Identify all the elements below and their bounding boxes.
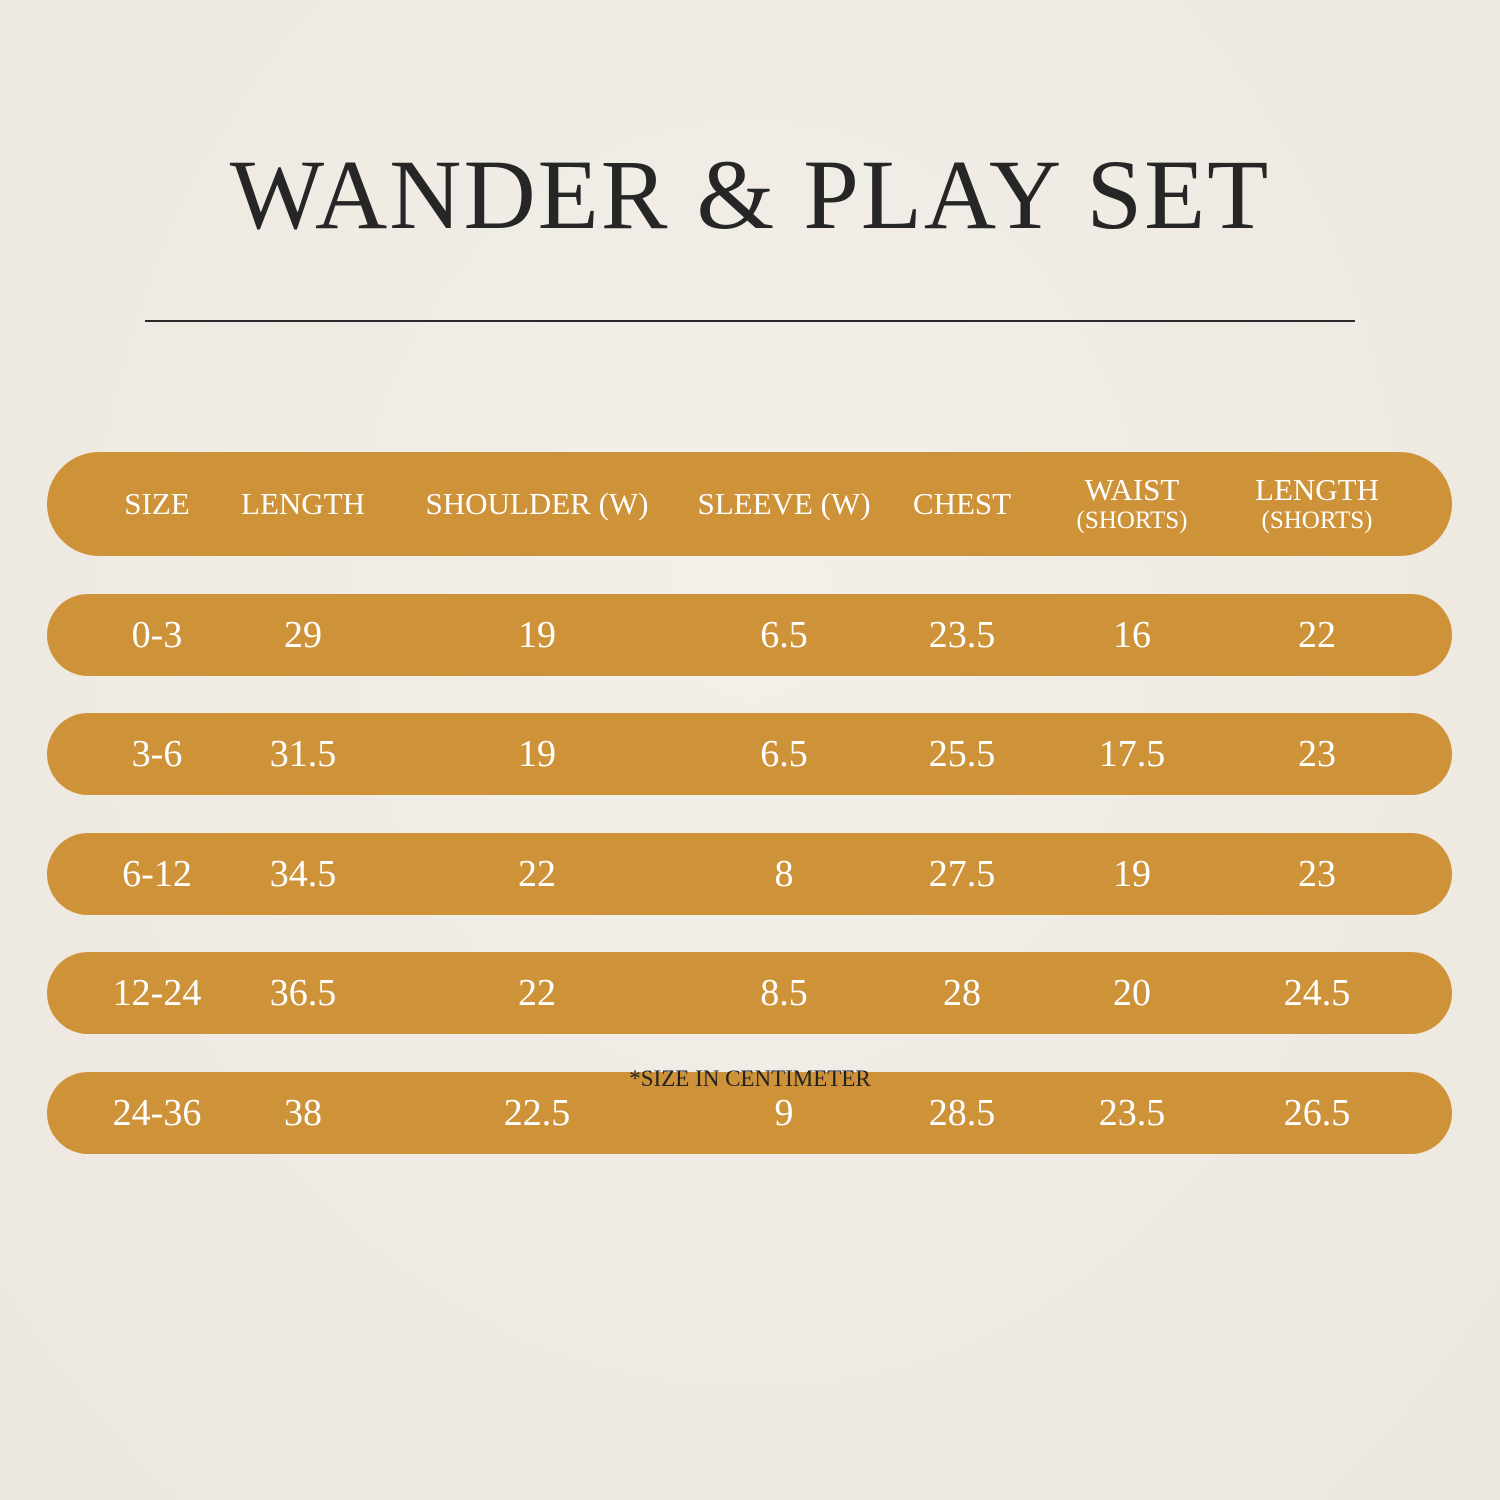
table-cell: 22 (518, 853, 556, 895)
table-cell: 6-12 (122, 853, 192, 895)
table-row: 6-12 34.5 22 8 27.5 19 23 (47, 833, 1452, 915)
table-cell: 31.5 (269, 733, 337, 775)
table-row: 24-36 38 22.5 9 28.5 23.5 26.5 (47, 1072, 1452, 1154)
table-cell: 0-3 (131, 614, 183, 656)
table-cell: 26.5 (1283, 1092, 1351, 1134)
table-cell: 6.5 (760, 733, 808, 775)
table-cell: 22.5 (503, 1092, 571, 1134)
table-cell: 9 (774, 1092, 794, 1134)
column-header: SLEEVE (W) (697, 452, 870, 556)
table-cell: 20 (1113, 972, 1151, 1014)
table-cell: 28 (943, 972, 981, 1014)
table-cell: 8.5 (760, 972, 808, 1014)
table-cell: 23.5 (928, 614, 996, 656)
table-cell: 6.5 (760, 614, 808, 656)
table-cell: 24.5 (1283, 972, 1351, 1014)
table-cell: 38 (284, 1092, 322, 1134)
column-header-label: LENGTH (241, 486, 365, 521)
table-header: SIZE LENGTH SHOULDER (W) SLEEVE (W) CHEST WAI… (47, 452, 1452, 556)
table-cell: 22 (1298, 614, 1336, 656)
footnote: *SIZE IN CENTIMETER (629, 1066, 871, 1091)
table-cell: 23.5 (1098, 1092, 1166, 1134)
table-cell: 34.5 (269, 853, 337, 895)
column-header-label: WAIST (1084, 472, 1180, 507)
table-cell: 23 (1298, 733, 1336, 775)
table-cell: 12-24 (112, 972, 202, 1014)
column-header-label: SHOULDER (W) (425, 486, 649, 521)
table-cell: 28.5 (928, 1092, 996, 1134)
column-header-sublabel: (SHORTS) (1076, 507, 1188, 534)
table-cell: 23 (1298, 853, 1336, 895)
table-cell: 19 (518, 733, 556, 775)
table-cell: 22 (518, 972, 556, 1014)
table-cell: 19 (1113, 853, 1151, 895)
table-cell: 19 (518, 614, 556, 656)
table-cell: 17.5 (1098, 733, 1166, 775)
column-header: LENGTH (241, 452, 365, 556)
table-cell: 29 (284, 614, 322, 656)
column-header: SHOULDER (W) (426, 452, 649, 556)
column-header: WAIST (SHORTS) (1076, 452, 1187, 556)
column-header-sublabel: (SHORTS) (1261, 507, 1373, 534)
column-header-label: CHEST (912, 486, 1012, 521)
column-header-label: LENGTH (1255, 472, 1379, 507)
table-cell: 27.5 (928, 853, 996, 895)
table-row: 3-6 31.5 19 6.5 25.5 17.5 23 (47, 713, 1452, 795)
column-header-label: SIZE (124, 486, 190, 521)
column-header: CHEST (913, 452, 1011, 556)
divider (145, 320, 1355, 322)
table-row: 12-24 36.5 22 8.5 28 20 24.5 (47, 952, 1452, 1034)
page-title: WANDER & PLAY SET (229, 139, 1271, 250)
column-header: SIZE (124, 452, 189, 556)
column-header: LENGTH (SHORTS) (1255, 452, 1379, 556)
table-cell: 3-6 (131, 733, 183, 775)
table-cell: 24-36 (112, 1092, 202, 1134)
table-cell: 16 (1113, 614, 1151, 656)
table-cell: 36.5 (269, 972, 337, 1014)
column-header-label: SLEEVE (W) (697, 486, 871, 521)
table-row: 0-3 29 19 6.5 23.5 16 22 (47, 594, 1452, 676)
table-cell: 8 (774, 853, 794, 895)
table-cell: 25.5 (928, 733, 996, 775)
